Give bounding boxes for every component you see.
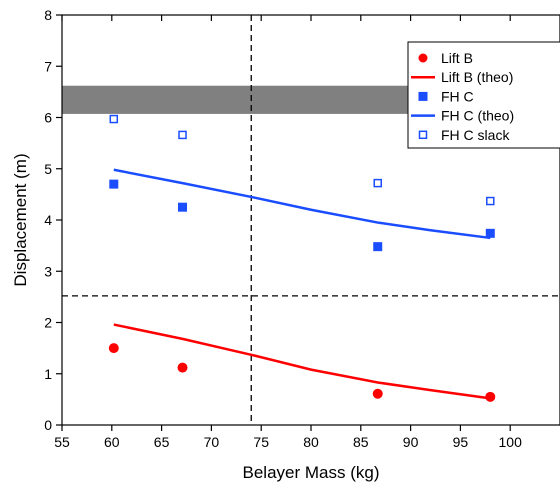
x-tick-label: 100	[499, 434, 523, 450]
fh-c-slack-point	[486, 196, 495, 206]
x-tick-label: 60	[104, 434, 120, 450]
legend-label-fh-c-slack: FH C slack	[441, 127, 510, 143]
axis-ticks: 55 60 65 70 75 80 85 90 95 100 0 1 2 3 4 5 6 7 8	[44, 7, 522, 450]
fh-c-point	[109, 179, 119, 189]
x-tick-label: 85	[353, 434, 369, 450]
y-tick-label: 7	[44, 58, 52, 74]
y-tick-label: 4	[44, 212, 52, 228]
legend-label-fh-c-theo: FH C (theo)	[441, 108, 514, 124]
x-tick-label: 70	[204, 434, 220, 450]
legend: Lift B Lift B (theo) FH C FH C (theo) FH C s…	[407, 41, 560, 149]
fh-c-slack-point	[178, 130, 187, 140]
x-tick-label: 55	[54, 434, 70, 450]
y-tick-label: 5	[44, 161, 52, 177]
x-tick-label: 75	[253, 434, 269, 450]
x-tick-label: 65	[154, 434, 170, 450]
lift-b-point	[485, 391, 496, 402]
lift-b-theo-line	[113, 323, 491, 400]
fh-c-theo-line	[113, 168, 491, 240]
fh-c-slack-point	[109, 114, 119, 124]
legend-label-lift-b-theo: Lift B (theo)	[441, 69, 513, 85]
y-tick-label: 3	[44, 263, 52, 279]
y-tick-label: 0	[44, 417, 52, 433]
legend-label-fh-c: FH C	[441, 88, 474, 104]
legend-swatch-lift-b	[418, 53, 428, 63]
y-tick-label: 6	[44, 110, 52, 126]
y-tick-label: 2	[44, 315, 52, 331]
legend-swatch-fh-c-slack	[418, 130, 428, 140]
legend-label-lift-b: Lift B	[441, 50, 473, 66]
lift-b-point	[108, 343, 119, 354]
x-axis-title: Belayer Mass (kg)	[243, 463, 380, 482]
lift-b-point	[372, 388, 383, 399]
lift-b-point	[177, 362, 188, 373]
y-tick-label: 8	[44, 7, 52, 23]
legend-box	[407, 41, 560, 149]
x-tick-label: 90	[403, 434, 419, 450]
fh-c-point	[485, 228, 495, 238]
x-tick-label: 80	[303, 434, 319, 450]
x-tick-label: 95	[453, 434, 469, 450]
y-tick-label: 1	[44, 366, 52, 382]
legend-swatch-fh-c	[418, 91, 428, 101]
fh-c-point	[373, 242, 383, 252]
fh-c-point	[178, 202, 188, 212]
fh-c-slack-point	[373, 178, 382, 188]
y-axis-title: Displacement (m)	[11, 153, 30, 286]
